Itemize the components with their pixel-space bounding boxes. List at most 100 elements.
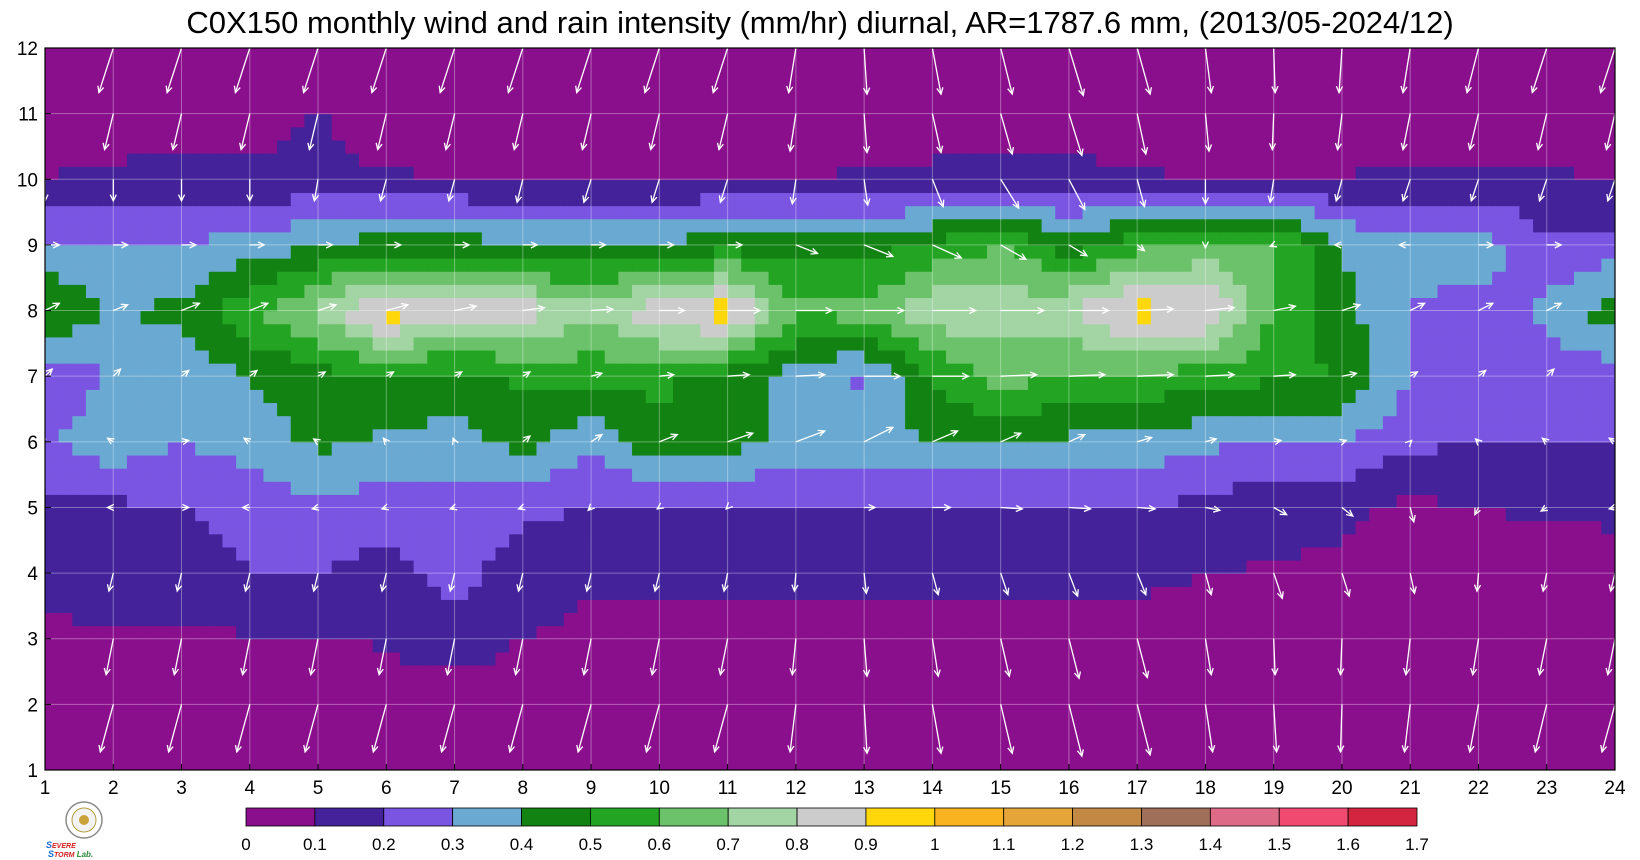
heatmap-cell — [1287, 730, 1302, 745]
heatmap-cell — [987, 323, 1002, 338]
heatmap-cell — [632, 573, 647, 587]
heatmap-cell — [591, 258, 606, 272]
heatmap-cell — [509, 415, 524, 430]
heatmap-cell — [45, 520, 60, 535]
heatmap-cell — [359, 756, 374, 770]
heatmap-cell — [768, 625, 783, 640]
heatmap-cell — [1369, 481, 1384, 495]
heatmap-cell — [850, 586, 865, 600]
heatmap-cell — [1096, 389, 1111, 404]
heatmap-cell — [208, 323, 224, 338]
heatmap-cell — [959, 573, 974, 587]
heatmap-cell — [1178, 586, 1193, 600]
heatmap-cell — [304, 441, 319, 456]
heatmap-cell — [1123, 494, 1138, 509]
heatmap-cell — [1560, 507, 1575, 522]
heatmap-cell — [468, 205, 483, 220]
heatmap-cell — [195, 271, 210, 285]
heatmap-cell — [1109, 638, 1125, 653]
heatmap-cell — [1041, 664, 1056, 679]
heatmap-cell — [973, 717, 988, 732]
heatmap-cell — [386, 205, 401, 220]
heatmap-cell — [713, 454, 729, 469]
heatmap-cell — [1082, 415, 1097, 430]
heatmap-cell — [277, 389, 292, 404]
heatmap-cell — [891, 244, 906, 259]
heatmap-cell — [290, 691, 305, 705]
heatmap-cell — [72, 599, 87, 614]
heatmap-cell — [345, 415, 360, 430]
heatmap-cell — [659, 546, 674, 561]
heatmap-cell — [850, 533, 865, 548]
heatmap-cell — [700, 468, 715, 482]
heatmap-cell — [1601, 271, 1615, 285]
heatmap-cell — [591, 376, 606, 390]
heatmap-cell — [399, 756, 415, 770]
heatmap-cell — [181, 271, 196, 285]
heatmap-cell — [277, 231, 292, 246]
heatmap-cell — [1082, 756, 1097, 770]
heatmap-cell — [509, 231, 524, 246]
heatmap-cell — [290, 533, 305, 548]
heatmap-cell — [891, 533, 906, 548]
heatmap-cell — [946, 559, 961, 574]
heatmap-cell — [481, 310, 497, 325]
heatmap-cell — [577, 546, 592, 561]
heatmap-cell — [85, 218, 101, 233]
heatmap-cell — [58, 415, 73, 430]
heatmap-cell — [1451, 244, 1466, 259]
heatmap-cell — [440, 454, 456, 469]
heatmap-cell — [318, 231, 333, 246]
heatmap-cell — [318, 756, 333, 770]
heatmap-cell — [768, 638, 783, 653]
heatmap-cell — [1123, 454, 1138, 469]
heatmap-cell — [1301, 481, 1316, 495]
heatmap-cell — [1041, 323, 1056, 338]
heatmap-cell — [495, 231, 510, 246]
heatmap-cell — [604, 586, 619, 600]
heatmap-cell — [1082, 218, 1097, 233]
heatmap-cell — [236, 454, 251, 469]
heatmap-cell — [741, 691, 756, 705]
heatmap-cell — [1205, 559, 1220, 574]
heatmap-cell — [1492, 244, 1507, 259]
heatmap-cell — [577, 520, 592, 535]
heatmap-cell — [304, 454, 319, 469]
heatmap-cell — [208, 376, 224, 390]
heatmap-cell — [877, 297, 893, 312]
heatmap-cell — [1574, 494, 1589, 509]
heatmap-cell — [481, 730, 497, 745]
heatmap-cell — [563, 297, 579, 312]
heatmap-cell — [58, 376, 73, 390]
heatmap-cell — [1191, 625, 1207, 640]
heatmap-cell — [604, 507, 619, 522]
heatmap-cell — [673, 559, 688, 574]
heatmap-cell — [72, 454, 87, 469]
heatmap-cell — [1464, 717, 1480, 732]
heatmap-cell — [1369, 717, 1384, 732]
heatmap-cell — [1150, 586, 1166, 600]
heatmap-cell — [72, 297, 87, 312]
heatmap-cell — [468, 651, 483, 666]
heatmap-cell — [877, 363, 893, 377]
heatmap-cell — [1123, 258, 1138, 272]
heatmap-cell — [372, 336, 387, 351]
heatmap-cell — [577, 271, 592, 285]
heatmap-cell — [1314, 756, 1329, 770]
heatmap-cell — [891, 310, 906, 325]
heatmap-cell — [795, 743, 811, 758]
heatmap-cell — [1205, 625, 1220, 640]
heatmap-cell — [536, 205, 551, 220]
heatmap-cell — [359, 402, 374, 417]
heatmap-cell — [1150, 599, 1166, 614]
heatmap-cell — [1492, 231, 1507, 246]
heatmap-cell — [440, 756, 456, 770]
heatmap-cell — [290, 573, 305, 587]
heatmap-cell — [727, 389, 742, 404]
heatmap-cell — [686, 205, 701, 220]
heatmap-cell — [1382, 363, 1398, 377]
heatmap-cell — [1287, 678, 1302, 692]
heatmap-cell — [359, 520, 374, 535]
heatmap-cell — [959, 376, 974, 390]
heatmap-cell — [591, 402, 606, 417]
